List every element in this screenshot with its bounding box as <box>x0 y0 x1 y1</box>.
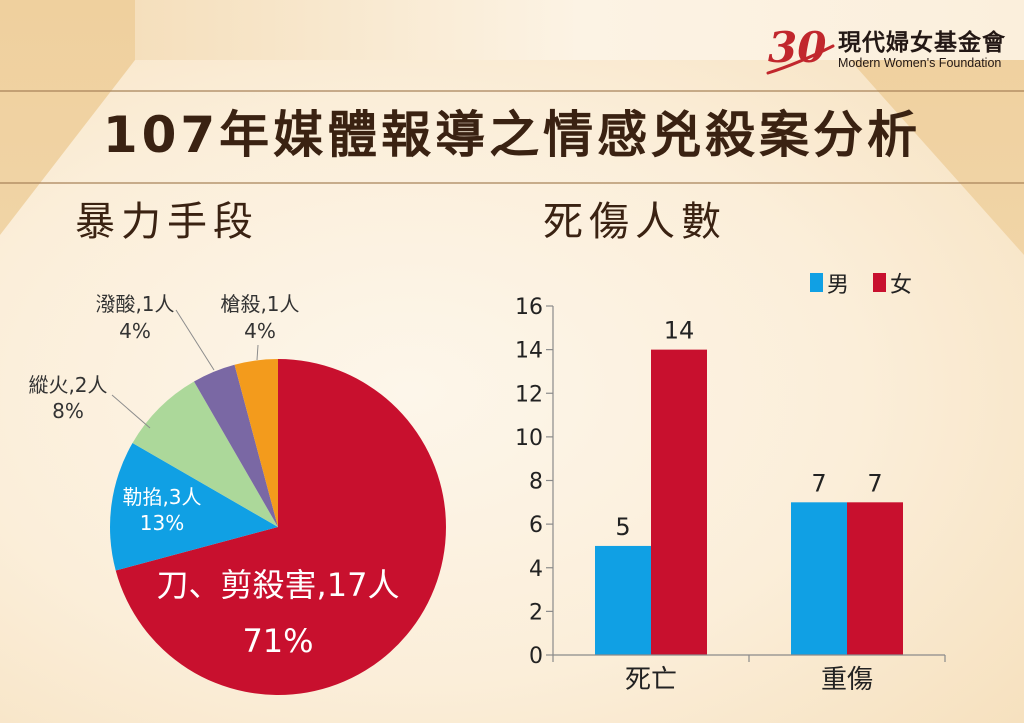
pie-slices <box>109 359 446 695</box>
y-tick-label: 14 <box>515 339 543 364</box>
pie-slice-label: 刀、剪殺害,17人 <box>157 566 400 604</box>
logo-mark-text: 30 <box>768 23 826 72</box>
bar <box>791 502 847 655</box>
pie-slice-percent: 8% <box>52 399 84 423</box>
legend-swatch <box>873 273 886 292</box>
x-category-label: 死亡 <box>625 665 677 695</box>
bar-value-label: 7 <box>811 469 826 497</box>
pie-slice <box>194 364 278 527</box>
org-name-zh: 現代婦女基金會 <box>838 30 1006 56</box>
y-tick-label: 0 <box>529 644 543 669</box>
bar-chart: 男女 0246810121416514死亡7 7重傷 <box>515 273 946 695</box>
y-tick-label: 12 <box>515 382 543 407</box>
pie-slice <box>132 381 278 527</box>
logo-mark: 30 <box>766 23 835 75</box>
y-tick-label: 16 <box>515 295 543 320</box>
pie-slice-label: 縱火,2人 <box>28 373 107 397</box>
logo: 30 現代婦女基金會 Modern Women's Foundation <box>765 18 1017 80</box>
pie-slice-percent: 13% <box>140 511 184 535</box>
pie-slice-label: 勒掐,3人 <box>122 485 201 509</box>
bar-chart-heading: 死傷人數 <box>543 199 727 245</box>
org-name-en: Modern Women's Foundation <box>838 56 1002 70</box>
bar-plot-area: 0 2 4 6 8 10 12 14 16 5 14 死亡 7 7 重傷 <box>515 295 946 695</box>
y-tick-label: 4 <box>529 557 543 582</box>
pie-slice <box>109 443 278 571</box>
pie-slice-label: 潑酸,1人 <box>95 292 174 316</box>
pie-slice-percent: 4% <box>119 319 151 343</box>
bar <box>651 349 707 655</box>
background-top-band <box>135 0 1024 60</box>
y-tick-label: 8 <box>529 470 543 495</box>
bar-value-label: 7 <box>867 469 882 497</box>
legend-swatch <box>810 273 823 292</box>
pie-slice-percent: 4% <box>244 319 276 343</box>
pie-leader-line <box>256 344 259 361</box>
pie-leader-line <box>111 394 151 429</box>
bar-legend: 男女 <box>810 273 912 298</box>
legend-label: 女 <box>890 273 912 298</box>
bar <box>595 545 651 655</box>
legend-label: 男 <box>827 273 849 298</box>
bar-value-label: 14 <box>664 317 695 345</box>
y-tick-label: 6 <box>529 513 543 538</box>
bar <box>847 502 903 655</box>
pie-slice <box>234 359 278 527</box>
pie-leader-line <box>175 309 215 371</box>
bar-value-label: 5 <box>615 513 630 541</box>
pie-slice-percent: 71% <box>242 622 313 660</box>
pie-slice <box>115 359 446 695</box>
y-tick-label: 10 <box>515 426 543 451</box>
logo-swoosh <box>766 44 835 75</box>
x-category-label: 重傷 <box>821 665 873 695</box>
y-tick-label: 2 <box>529 600 543 625</box>
page-title: 107年媒體報導之情感兇殺案分析 <box>102 106 922 164</box>
pie-slice-label: 槍殺,1人 <box>220 292 299 316</box>
pie-chart-heading: 暴力手段 <box>75 199 259 245</box>
